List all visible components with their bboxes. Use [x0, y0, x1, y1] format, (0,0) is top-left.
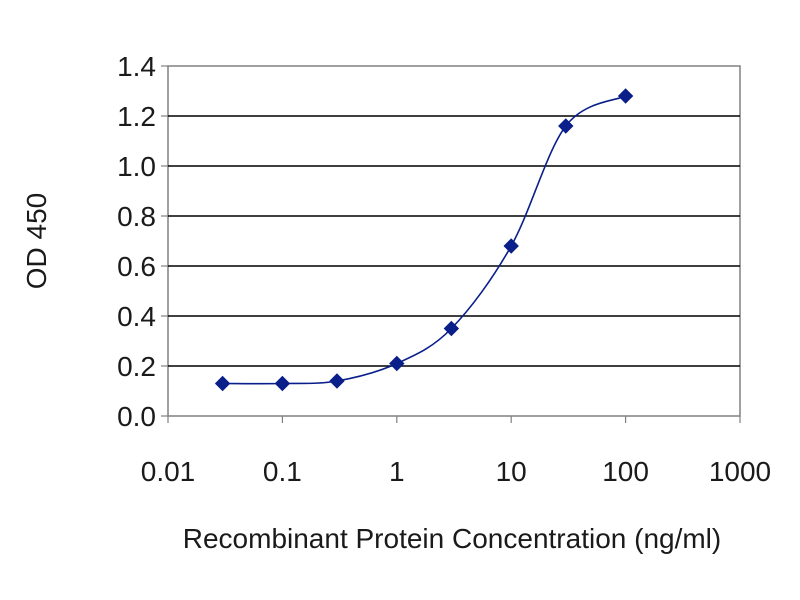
y-tick-label: 0.8 — [117, 201, 156, 232]
y-tick-label: 1.4 — [117, 51, 156, 82]
data-point — [214, 375, 231, 392]
x-axis-title: Recombinant Protein Concentration (ng/ml… — [183, 523, 721, 554]
y-tick-label: 1.2 — [117, 101, 156, 132]
x-tick-label: 1 — [389, 456, 405, 487]
data-point — [274, 375, 291, 392]
x-tick-label: 100 — [602, 456, 649, 487]
x-tick-label: 10 — [496, 456, 527, 487]
y-axis-title: OD 450 — [21, 193, 52, 290]
data-point — [503, 238, 519, 254]
x-tick-label: 0.1 — [263, 456, 302, 487]
data-point — [443, 320, 460, 337]
y-tick-label: 0.0 — [117, 401, 156, 432]
data-point — [558, 118, 574, 134]
x-tick-label: 0.01 — [141, 456, 196, 487]
data-point — [329, 373, 345, 389]
y-tick-label: 1.0 — [117, 151, 156, 182]
data-points — [214, 88, 634, 392]
y-tick-label: 0.2 — [117, 351, 156, 382]
x-ticks: 0.01 0.1 1 10 100 1000 — [141, 416, 771, 487]
data-point — [389, 355, 405, 372]
y-ticks: 0.0 0.2 0.4 0.6 0.8 1.0 1.2 1.4 — [117, 51, 168, 432]
y-tick-label: 0.4 — [117, 301, 156, 332]
data-point — [617, 88, 634, 104]
y-tick-label: 0.6 — [117, 251, 156, 282]
plot-area — [167, 65, 741, 417]
x-tick-label: 1000 — [709, 456, 771, 487]
gridlines — [168, 115, 740, 367]
